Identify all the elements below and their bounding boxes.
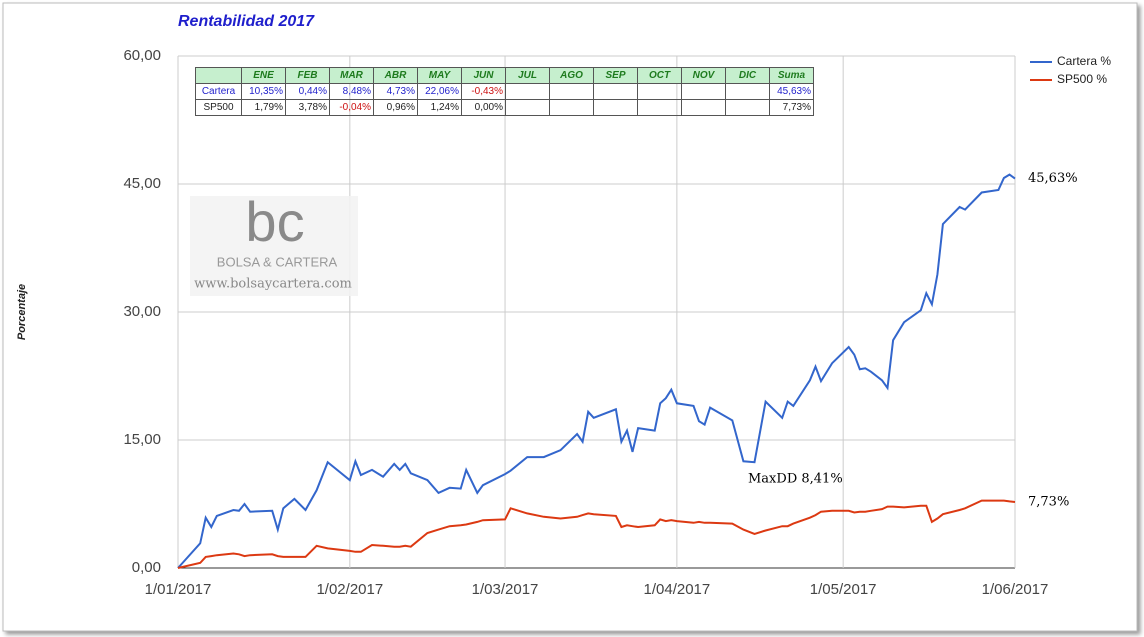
y-tick-label: 60,00 bbox=[123, 47, 161, 64]
table-cell bbox=[505, 83, 550, 100]
series-line bbox=[177, 499, 1016, 569]
table-cell bbox=[681, 83, 726, 100]
table-cell: Suma bbox=[769, 67, 814, 84]
x-tick-label: 1/01/2017 bbox=[145, 581, 212, 598]
table-cell: MAR bbox=[329, 67, 374, 84]
table-cell: 45,63% bbox=[769, 83, 814, 100]
table-cell: OCT bbox=[637, 67, 682, 84]
y-tick-label: 15,00 bbox=[123, 431, 161, 448]
table-cell: SP500 bbox=[195, 99, 242, 116]
table-cell bbox=[725, 99, 770, 116]
table-cell: MAY bbox=[417, 67, 462, 84]
table-cell: 1,79% bbox=[241, 99, 286, 116]
x-tick-label: 1/06/2017 bbox=[982, 581, 1049, 598]
series-line bbox=[177, 173, 1016, 569]
table-cell: -0,43% bbox=[461, 83, 506, 100]
y-axis-label: Porcentaje bbox=[16, 284, 28, 340]
watermark-box bbox=[190, 196, 358, 296]
table-cell bbox=[549, 99, 594, 116]
end-label: 45,63% bbox=[1028, 171, 1078, 186]
table-cell: ABR bbox=[373, 67, 418, 84]
table-header: ENE FEB MAR ABR MAY JUN JUL AGO SEP OCT NOV DIC Suma bbox=[195, 67, 814, 84]
legend-label: Cartera % bbox=[1057, 54, 1111, 68]
table-cell: 8,48% bbox=[329, 83, 374, 100]
table-cell bbox=[549, 83, 594, 100]
table-cell: JUN bbox=[461, 67, 506, 84]
table-row: Cartera 10,35% 0,44% 8,48% 4,73% 22,06% -0,43%… bbox=[195, 83, 814, 100]
table-cell: 0,44% bbox=[285, 83, 330, 100]
end-label: 7,73% bbox=[1028, 495, 1069, 510]
table-cell: 1,24% bbox=[417, 99, 462, 116]
table-cell: DIC bbox=[725, 67, 770, 84]
table-cell bbox=[593, 83, 638, 100]
table-cell: -0,04% bbox=[329, 99, 374, 116]
table-row: SP500 1,79% 3,78% -0,04% 0,96% 1,24% 0,00% 7,73… bbox=[195, 99, 814, 116]
chart-title: Rentabilidad 2017 bbox=[178, 13, 315, 30]
x-tick-label: 1/02/2017 bbox=[316, 581, 383, 598]
table-cell: 22,06% bbox=[417, 83, 462, 100]
table-cell bbox=[505, 99, 550, 116]
monthly-table: ENE FEB MAR ABR MAY JUN JUL AGO SEP OCT NOV DIC Suma… bbox=[195, 67, 814, 116]
table-cell bbox=[681, 99, 726, 116]
watermark-name: BOLSA & CARTERA bbox=[217, 254, 338, 269]
table-cell: FEB bbox=[285, 67, 330, 84]
table-cell: ENE bbox=[241, 67, 286, 84]
table-cell: Cartera bbox=[195, 83, 242, 100]
y-tick-label: 45,00 bbox=[123, 175, 161, 192]
table-cell: 3,78% bbox=[285, 99, 330, 116]
x-tick-label: 1/04/2017 bbox=[644, 581, 711, 598]
y-tick-label: 0,00 bbox=[132, 559, 161, 576]
legend-label: SP500 % bbox=[1057, 72, 1107, 86]
table-cell: 7,73% bbox=[769, 99, 814, 116]
table-cell: JUL bbox=[505, 67, 550, 84]
grid bbox=[177, 55, 1016, 569]
annotation: MaxDD 8,41% bbox=[748, 472, 843, 487]
watermark-logo: bc bbox=[245, 190, 304, 253]
table-cell bbox=[637, 99, 682, 116]
watermark-url: www.bolsaycartera.com bbox=[194, 277, 352, 292]
table-cell bbox=[593, 99, 638, 116]
table-cell: 0,96% bbox=[373, 99, 418, 116]
table-cell: NOV bbox=[681, 67, 726, 84]
table-cell bbox=[637, 83, 682, 100]
table-cell: 4,73% bbox=[373, 83, 418, 100]
table-cell: SEP bbox=[593, 67, 638, 84]
table-cell bbox=[725, 83, 770, 100]
table-cell: 10,35% bbox=[241, 83, 286, 100]
x-tick-label: 1/03/2017 bbox=[472, 581, 539, 598]
table-cell: 0,00% bbox=[461, 99, 506, 116]
table-cell: AGO bbox=[549, 67, 594, 84]
y-tick-label: 30,00 bbox=[123, 303, 161, 320]
table-cell bbox=[195, 67, 242, 84]
x-tick-label: 1/05/2017 bbox=[810, 581, 877, 598]
